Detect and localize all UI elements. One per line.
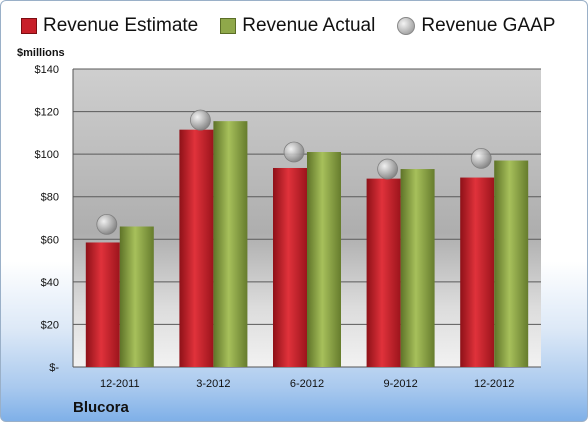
y-tick-label: $100 <box>35 149 59 161</box>
marker-gaap <box>283 141 305 163</box>
marker-gaap <box>470 147 492 169</box>
legend-swatch-actual <box>220 18 237 34</box>
x-tick-label: 6-2012 <box>290 378 324 390</box>
legend-swatch-gaap <box>397 17 416 35</box>
bar-actual <box>494 160 529 367</box>
bar-estimate <box>85 242 120 367</box>
legend-label-actual: Revenue Actual <box>242 15 376 36</box>
bar-actual <box>400 169 435 367</box>
bar-estimate <box>460 177 495 367</box>
legend-label-gaap: Revenue GAAP <box>421 15 556 36</box>
company-label: Blucora <box>73 399 129 416</box>
unit-label: $millions <box>17 47 65 59</box>
legend-item-estimate: Revenue Estimate <box>21 15 198 37</box>
x-tick-label: 3-2012 <box>196 378 230 390</box>
marker-gaap <box>96 213 118 235</box>
bar-actual <box>307 152 341 367</box>
bar-actual <box>119 226 154 367</box>
marker-gaap <box>377 158 399 180</box>
y-tick-label: $60 <box>41 234 59 246</box>
y-tick-label: $- <box>49 362 59 374</box>
legend-label-estimate: Revenue Estimate <box>43 15 199 36</box>
y-tick-label: $120 <box>35 107 59 119</box>
legend-swatch-estimate <box>21 18 37 34</box>
bar-estimate <box>273 167 307 367</box>
legend: Revenue Estimate Revenue Actual Revenue … <box>21 15 555 37</box>
y-tick-label: $80 <box>41 192 59 204</box>
marker-gaap <box>189 109 211 131</box>
x-tick-label: 12-2011 <box>100 378 140 390</box>
y-tick-label: $40 <box>41 277 59 289</box>
bar-estimate <box>179 129 214 367</box>
y-tick-label: $20 <box>41 319 59 331</box>
bar-actual <box>213 121 248 368</box>
legend-item-gaap: Revenue GAAP <box>397 15 555 37</box>
y-tick-label: $140 <box>35 64 59 76</box>
bar-estimate <box>366 178 401 367</box>
x-tick-label: 9-2012 <box>383 378 417 390</box>
x-tick-label: 12-2012 <box>474 378 514 390</box>
legend-item-actual: Revenue Actual <box>220 15 375 37</box>
